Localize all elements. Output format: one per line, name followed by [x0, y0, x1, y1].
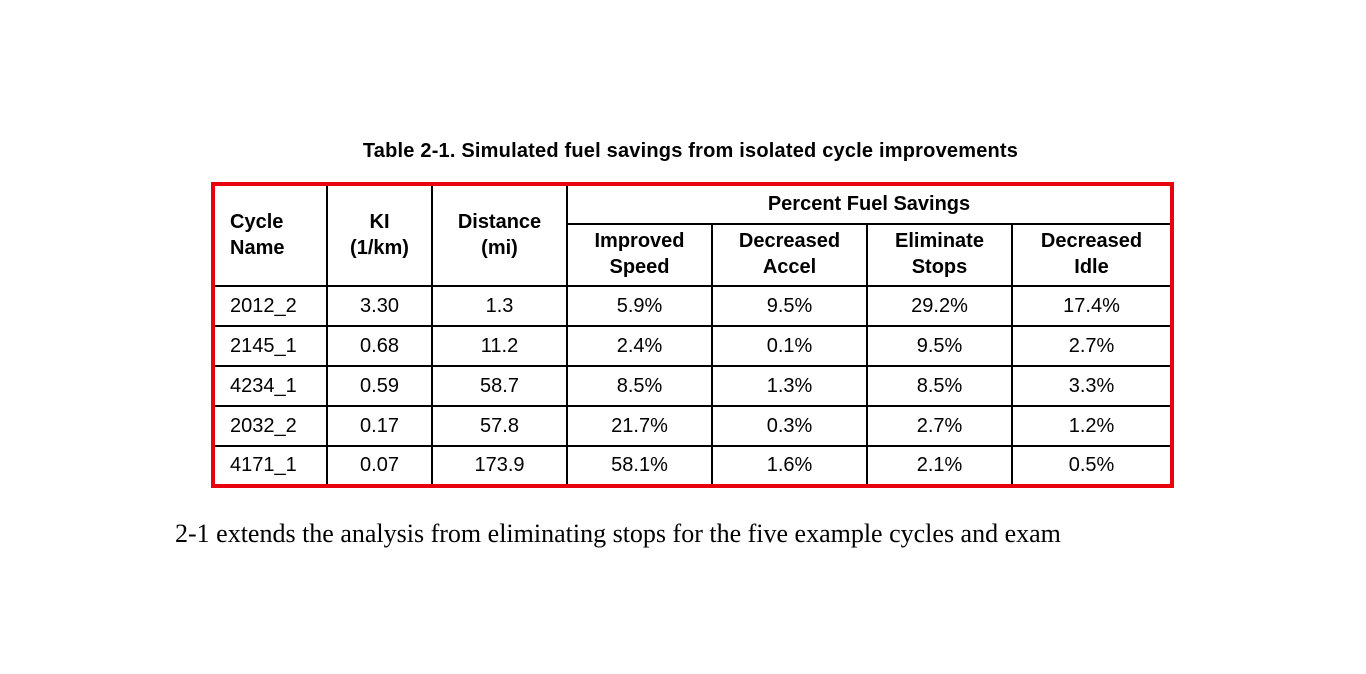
header-decreased-accel: Decreased Accel	[711, 223, 868, 287]
table-row: 4171_1 0.07 173.9 58.1% 1.6% 2.1% 0.5%	[212, 445, 1173, 487]
cell-ki: 3.30	[326, 285, 433, 327]
table-caption: Table 2-1. Simulated fuel savings from i…	[362, 140, 1019, 162]
cell-cycle-name: 2145_1	[212, 325, 328, 367]
cell-decreased-accel: 1.6%	[711, 445, 868, 487]
table-header-sub-row: Improved Speed Decreased Accel Eliminate…	[213, 223, 1173, 287]
table-row: 2012_2 3.30 1.3 5.9% 9.5% 29.2% 17.4%	[212, 285, 1173, 327]
fuel-savings-table: Cycle Name KI (1/km) Distance (mi) Perce…	[211, 182, 1174, 488]
cell-decreased-idle: 1.2%	[1011, 405, 1173, 447]
header-improved-speed: Improved Speed	[566, 223, 713, 287]
cell-eliminate-stops: 2.1%	[866, 445, 1013, 487]
cell-eliminate-stops: 9.5%	[866, 325, 1013, 367]
table-row: 4234_1 0.59 58.7 8.5% 1.3% 8.5% 3.3%	[212, 365, 1173, 407]
cell-decreased-idle: 0.5%	[1011, 445, 1173, 487]
cell-distance: 57.8	[431, 405, 568, 447]
cell-distance: 1.3	[431, 285, 568, 327]
cell-distance: 58.7	[431, 365, 568, 407]
header-cycle-name: Cycle Name	[212, 183, 328, 287]
cell-decreased-idle: 17.4%	[1011, 285, 1173, 327]
body-paragraph: 2-1 extends the analysis from eliminatin…	[175, 519, 1061, 548]
header-distance: Distance (mi)	[431, 183, 568, 287]
cell-eliminate-stops: 2.7%	[866, 405, 1013, 447]
header-percent-fuel-savings: Percent Fuel Savings	[566, 183, 1173, 225]
cell-distance: 173.9	[431, 445, 568, 487]
cell-eliminate-stops: 8.5%	[866, 365, 1013, 407]
cell-improved-speed: 21.7%	[566, 405, 713, 447]
cell-improved-speed: 5.9%	[566, 285, 713, 327]
cell-ki: 0.59	[326, 365, 433, 407]
cell-cycle-name: 2032_2	[212, 405, 328, 447]
cell-decreased-accel: 0.1%	[711, 325, 868, 367]
cell-decreased-accel: 9.5%	[711, 285, 868, 327]
cell-ki: 0.17	[326, 405, 433, 447]
header-eliminate-stops: Eliminate Stops	[866, 223, 1013, 287]
cell-cycle-name: 2012_2	[212, 285, 328, 327]
cell-decreased-idle: 3.3%	[1011, 365, 1173, 407]
cell-ki: 0.07	[326, 445, 433, 487]
header-decreased-idle: Decreased Idle	[1011, 223, 1173, 287]
cell-cycle-name: 4234_1	[212, 365, 328, 407]
header-ki: KI (1/km)	[326, 183, 433, 287]
cell-improved-speed: 2.4%	[566, 325, 713, 367]
cell-improved-speed: 58.1%	[566, 445, 713, 487]
cell-distance: 11.2	[431, 325, 568, 367]
cell-decreased-accel: 1.3%	[711, 365, 868, 407]
cell-decreased-accel: 0.3%	[711, 405, 868, 447]
table-row: 2145_1 0.68 11.2 2.4% 0.1% 9.5% 2.7%	[212, 325, 1173, 367]
cell-decreased-idle: 2.7%	[1011, 325, 1173, 367]
cell-ki: 0.68	[326, 325, 433, 367]
cell-improved-speed: 8.5%	[566, 365, 713, 407]
cell-cycle-name: 4171_1	[212, 445, 328, 487]
cell-eliminate-stops: 29.2%	[866, 285, 1013, 327]
table-header-group-row: Cycle Name KI (1/km) Distance (mi) Perce…	[212, 183, 1173, 287]
table-row: 2032_2 0.17 57.8 21.7% 0.3% 2.7% 1.2%	[212, 405, 1173, 447]
